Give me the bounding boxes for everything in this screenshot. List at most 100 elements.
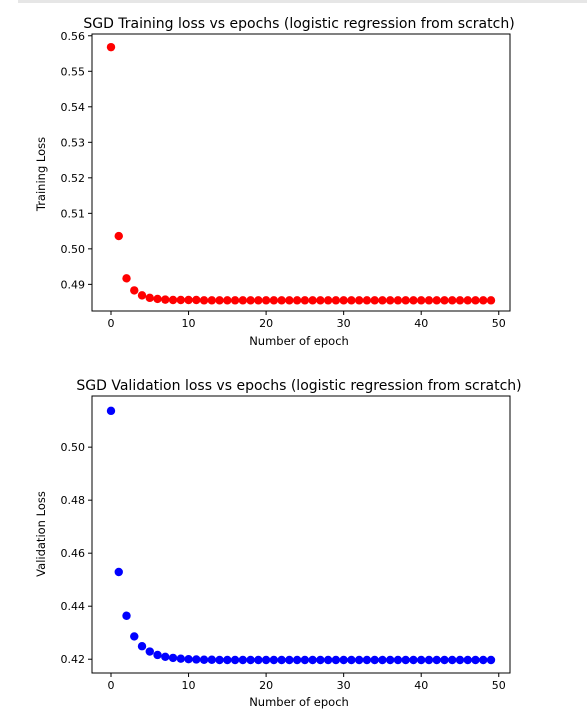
validation-data-point <box>486 655 496 665</box>
validation-data-point <box>424 655 434 665</box>
training-x-tick-label: 30 <box>337 317 351 330</box>
training-data-point <box>347 296 356 305</box>
training-points <box>106 42 496 305</box>
validation-data-point <box>393 655 403 665</box>
training-data-point <box>285 296 294 305</box>
validation-data-point <box>308 655 317 665</box>
validation-data-point <box>292 655 302 665</box>
validation-data-point <box>199 655 209 664</box>
training-data-point <box>440 296 449 305</box>
training-y-tick-label: 0.56 <box>61 30 86 43</box>
training-data-point <box>455 296 465 305</box>
validation-x-tick-label: 40 <box>414 679 428 692</box>
validation-data-point <box>401 655 410 665</box>
training-y-tick-label: 0.52 <box>61 172 86 185</box>
training-data-point <box>168 295 178 305</box>
training-x-tick-label: 20 <box>259 317 273 330</box>
validation-data-point <box>137 642 147 651</box>
training-data-point <box>463 296 472 305</box>
training-data-point <box>339 296 348 305</box>
training-data-point <box>192 295 201 305</box>
training-data-point <box>393 296 403 305</box>
training-loss-chart: SGD Training loss vs epochs (logistic re… <box>34 16 515 348</box>
validation-y-tick-label: 0.46 <box>61 547 86 560</box>
validation-data-point <box>168 653 178 663</box>
training-data-point <box>238 296 248 305</box>
training-data-point <box>207 296 217 305</box>
validation-points <box>106 406 496 665</box>
training-data-point <box>354 296 364 305</box>
validation-data-point <box>153 650 162 660</box>
validation-data-point <box>277 655 286 665</box>
validation-x-tick-label: 30 <box>337 679 351 692</box>
training-ticks: 0 10 20 30 40 50 0.49 0.50 0.51 0.52 0.53 0.54 0.55 0… <box>61 30 506 330</box>
training-data-point <box>122 274 131 283</box>
training-data-point <box>106 42 116 52</box>
validation-data-point <box>455 655 465 665</box>
validation-data-point <box>130 632 139 641</box>
validation-ticks: 0 10 20 30 40 50 0.42 0.44 0.46 0.48 0.50 <box>61 441 506 692</box>
validation-data-point <box>440 655 449 665</box>
validation-data-point <box>417 655 426 665</box>
validation-y-tick-label: 0.44 <box>61 600 86 613</box>
validation-data-point <box>261 655 271 665</box>
cell-top-border <box>18 0 587 3</box>
training-data-point <box>223 296 232 305</box>
validation-data-point <box>215 655 224 665</box>
validation-data-point <box>432 655 441 665</box>
training-data-point <box>378 296 387 305</box>
training-data-point <box>331 296 341 305</box>
training-data-point <box>300 296 310 305</box>
training-data-point <box>215 296 224 305</box>
validation-data-point <box>122 611 131 620</box>
validation-data-point <box>192 655 201 664</box>
training-data-point <box>246 296 255 305</box>
training-x-tick-label: 10 <box>182 317 196 330</box>
training-data-point <box>316 296 325 305</box>
validation-y-tick-label: 0.50 <box>61 441 86 454</box>
validation-data-point <box>448 655 457 665</box>
training-data-point <box>409 296 418 305</box>
validation-chart-title: SGD Validation loss vs epochs (logistic … <box>76 378 521 394</box>
training-x-tick-label: 40 <box>414 317 428 330</box>
training-y-tick-label: 0.54 <box>61 101 86 114</box>
validation-y-tick-label: 0.42 <box>61 653 86 666</box>
training-data-point <box>323 296 333 305</box>
training-data-point <box>161 295 170 304</box>
validation-data-point <box>347 655 356 665</box>
validation-data-point <box>230 655 240 665</box>
validation-data-point <box>370 655 379 665</box>
training-data-point <box>277 296 286 305</box>
validation-data-point <box>471 655 480 665</box>
validation-data-point <box>223 655 232 665</box>
training-chart-title: SGD Training loss vs epochs (logistic re… <box>83 16 514 32</box>
training-data-point <box>479 296 488 305</box>
training-data-point <box>261 296 271 305</box>
training-data-point <box>199 296 209 305</box>
validation-data-point <box>362 655 372 665</box>
validation-data-point <box>300 655 310 665</box>
validation-data-point <box>184 655 193 664</box>
validation-data-point <box>339 655 348 665</box>
training-data-point <box>486 296 496 305</box>
validation-data-point <box>409 655 418 665</box>
training-y-tick-label: 0.53 <box>61 136 86 149</box>
training-data-point <box>292 296 302 305</box>
validation-x-tick-label: 0 <box>108 679 115 692</box>
training-x-tick-label: 0 <box>108 317 115 330</box>
validation-data-point <box>378 655 387 665</box>
validation-data-point <box>269 655 279 665</box>
training-data-point <box>448 296 457 305</box>
training-y-tick-label: 0.50 <box>61 243 86 256</box>
training-data-point <box>230 296 240 305</box>
training-x-tick-label: 50 <box>492 317 506 330</box>
validation-data-point <box>354 655 364 665</box>
validation-data-point <box>385 655 395 665</box>
validation-x-tick-label: 50 <box>492 679 506 692</box>
training-data-point <box>269 296 279 305</box>
training-plot-frame <box>91 33 511 312</box>
validation-data-point <box>323 655 333 665</box>
training-data-point <box>385 296 395 305</box>
validation-data-point <box>114 567 123 577</box>
